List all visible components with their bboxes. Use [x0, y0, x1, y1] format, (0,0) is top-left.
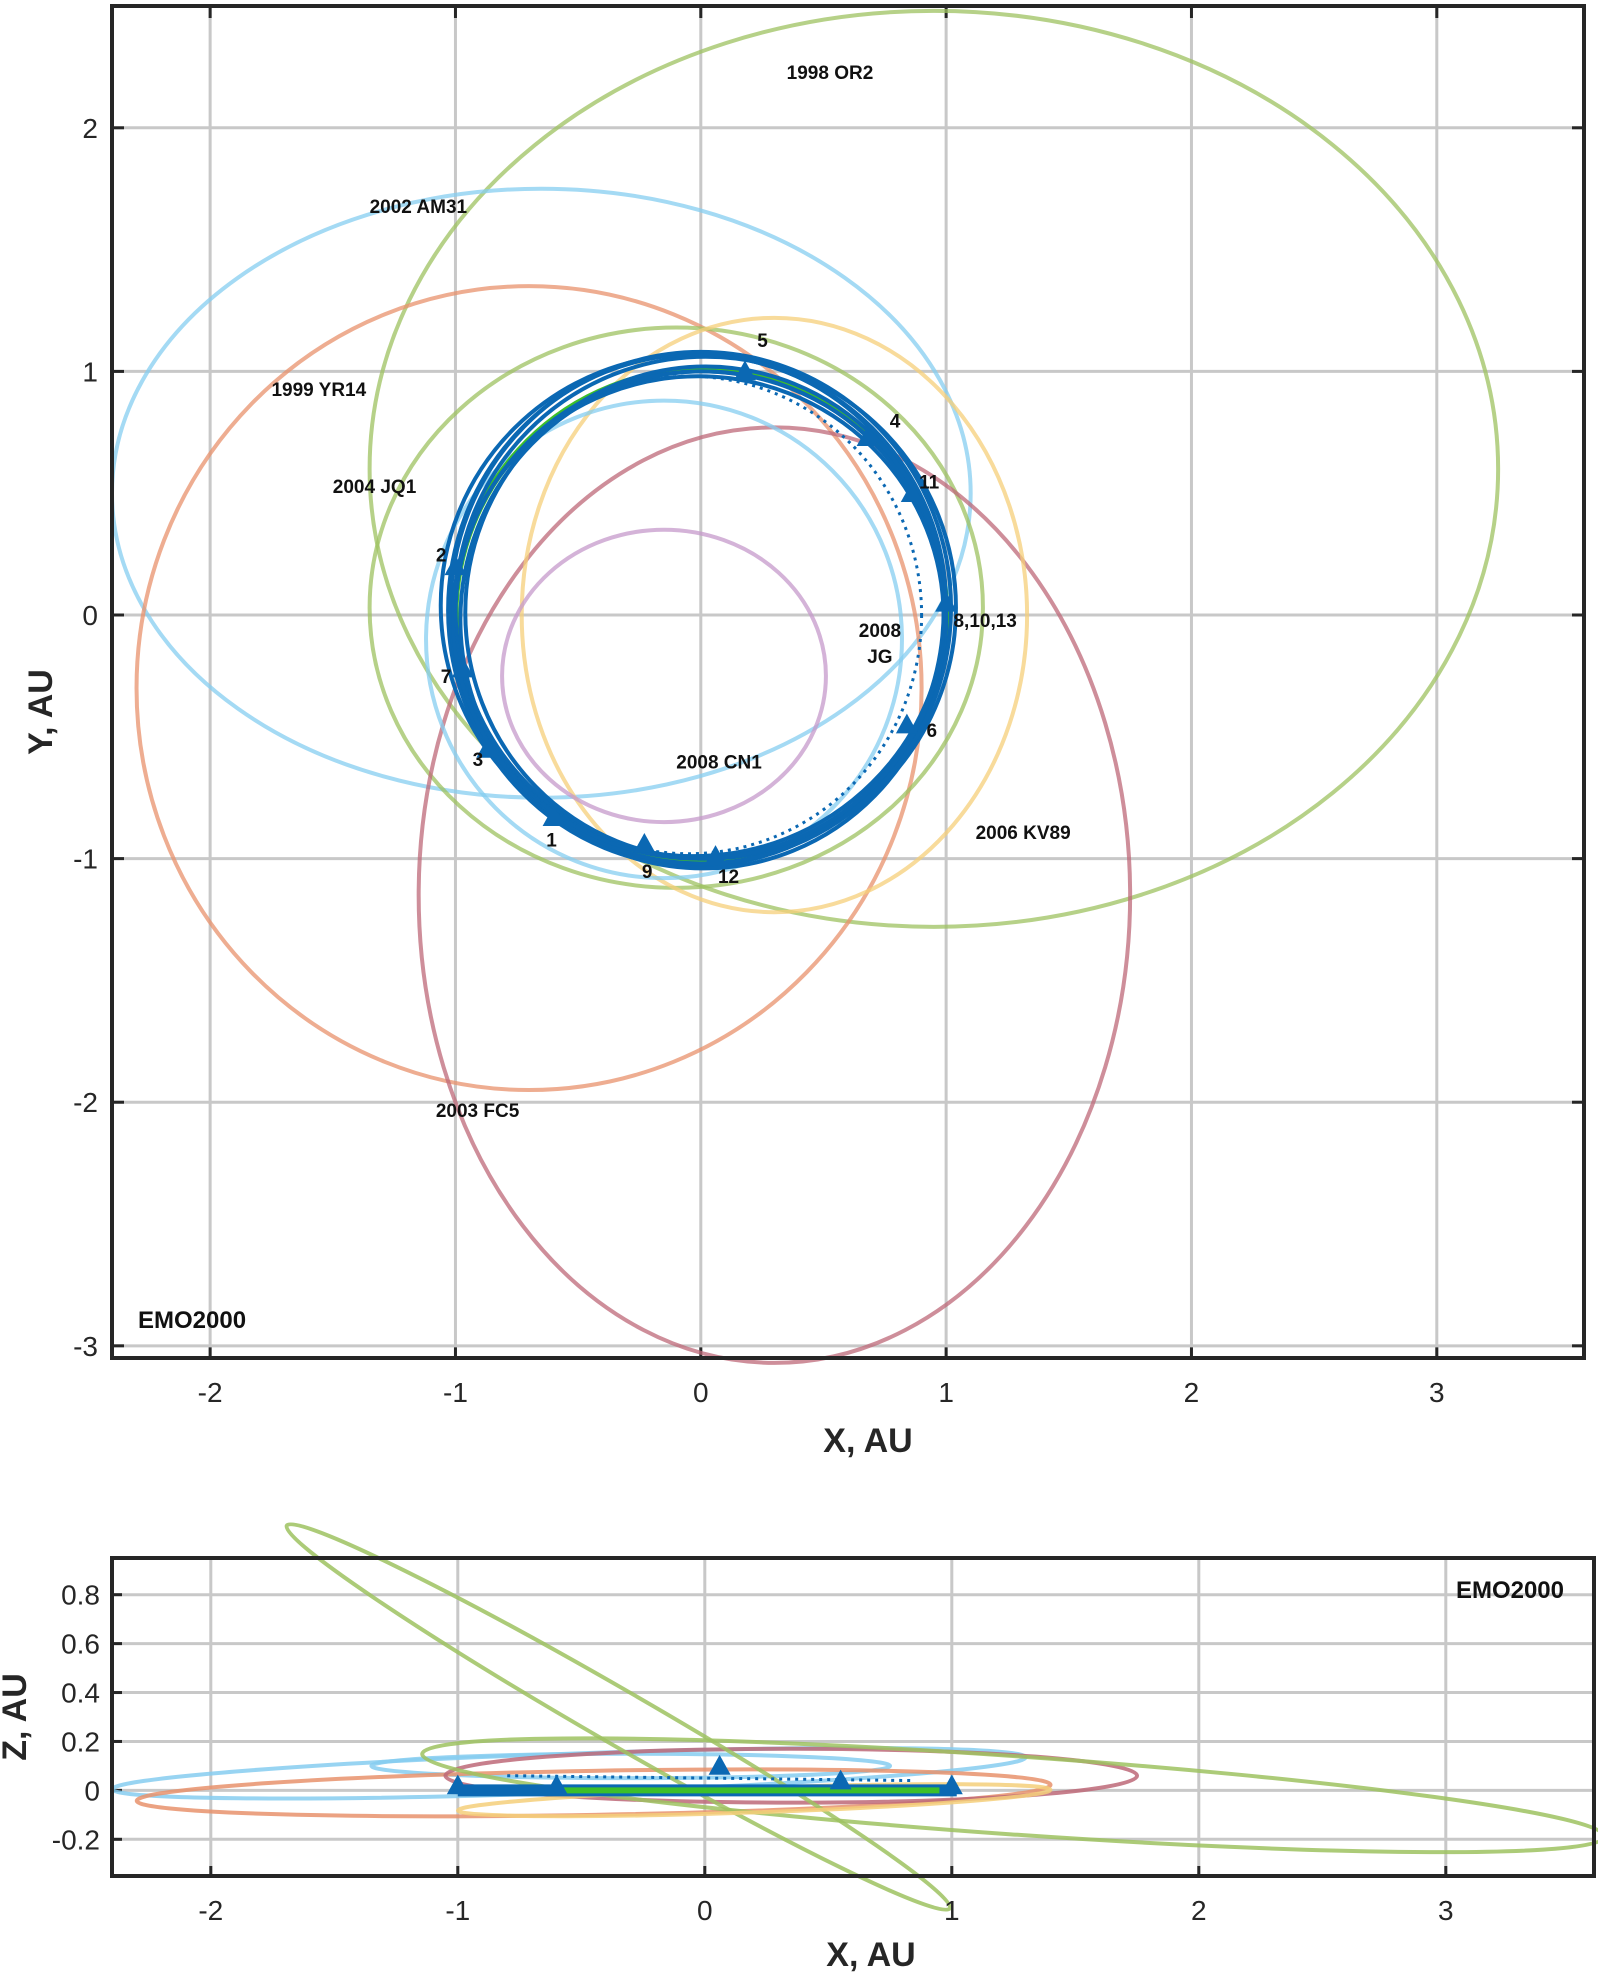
- xy-y-tick-label: 2: [82, 113, 98, 144]
- xy-frame-label: EMO2000: [138, 1307, 246, 1334]
- xz-x-tick-label: -1: [445, 1895, 470, 1926]
- xy-y-tick-label: -2: [73, 1087, 98, 1118]
- maneuver-label: 12: [718, 867, 739, 888]
- xy-y-tick-label: -3: [73, 1331, 98, 1362]
- xy-x-tick-label: 1: [938, 1377, 954, 1408]
- xz-x-tick-label: 0: [697, 1895, 713, 1926]
- maneuver-marker: [476, 737, 499, 758]
- xy-y-axis-label: Y, AU: [22, 669, 60, 755]
- orbit-2002-am31: [109, 186, 973, 800]
- maneuver-label: 2: [436, 545, 447, 566]
- xy-x-tick-label: 0: [693, 1377, 709, 1408]
- trajectory-dotted-arc: [453, 374, 924, 856]
- xy-x-tick-label: -2: [198, 1377, 223, 1408]
- maneuver-marker: [895, 713, 918, 734]
- maneuver-label: 6: [927, 721, 938, 742]
- xy-spacecraft-trajectory: [438, 349, 958, 871]
- maneuver-marker: [542, 806, 565, 826]
- xy-grid: [112, 6, 1584, 1358]
- xz-axes-frame: [110, 1556, 1596, 1878]
- maneuver-marker: [856, 426, 879, 446]
- maneuver-label: 11: [919, 472, 940, 493]
- xz-z-tick-label: 0: [84, 1775, 100, 1806]
- side-maneuver-marker: [829, 1769, 852, 1790]
- orbit-label-2008-cn1: 2008 CN1: [676, 752, 762, 773]
- side-maneuver-marker: [708, 1754, 731, 1775]
- orbit-label-1998-or2: 1998 OR2: [787, 63, 874, 84]
- maneuver-label: 5: [757, 331, 768, 352]
- xy-projection-panel: 1998 OR2 2002 AM31 1999 YR14 2004 JQ1 2003 F…: [22, 4, 1586, 1460]
- xz-grid: [112, 1558, 1594, 1876]
- xz-z-tick-label: 0.4: [61, 1678, 100, 1709]
- maneuver-label: 4: [890, 411, 901, 432]
- orbit-label-2006-kv89: 2006 KV89: [976, 823, 1071, 844]
- xz-x-axis-label: X, AU: [826, 1936, 915, 1974]
- orbit-label-2002-am31: 2002 AM31: [370, 197, 468, 218]
- orbit-label-2008-jg: 2008: [859, 621, 901, 642]
- xy-y-tick-label: -1: [73, 844, 98, 875]
- maneuver-marker: [704, 845, 727, 865]
- xz-x-tick-label: 3: [1438, 1895, 1454, 1926]
- side-maneuver-marker: [940, 1774, 963, 1795]
- xz-tick-labels: -2 -1 0 1 2 3 -0.2 0 0.2 0.4 0.6 0.8: [52, 1580, 1454, 1926]
- maneuver-marker: [935, 591, 958, 612]
- orbit-label-2004-jq1: 2004 JQ1: [333, 477, 417, 498]
- maneuver-label: 7: [441, 667, 452, 688]
- xz-x-tick-label: 2: [1191, 1895, 1207, 1926]
- xy-x-tick-label: -1: [443, 1377, 468, 1408]
- maneuver-label: 8,10,13: [953, 611, 1016, 632]
- orbit-label-1999-yr14: 1999 YR14: [271, 380, 366, 401]
- maneuver-marker: [733, 360, 756, 381]
- side-orbit-2003-fc5: [443, 1746, 1140, 1805]
- side-maneuver-marker: [446, 1774, 469, 1795]
- xz-z-tick-label: 0.2: [61, 1726, 100, 1757]
- xy-x-tick-label: 3: [1429, 1377, 1445, 1408]
- maneuver-label: 9: [642, 862, 653, 883]
- xz-asteroid-orbits: [110, 1522, 1598, 1912]
- xz-frame-label: EMO2000: [1456, 1577, 1564, 1604]
- xz-z-tick-label: -0.2: [52, 1824, 100, 1855]
- maneuver-marker: [451, 657, 474, 678]
- xy-x-axis-label: X, AU: [823, 1422, 912, 1460]
- maneuver-marker: [633, 832, 656, 853]
- orbit-2008-cn1: [500, 527, 828, 825]
- xz-spacecraft-trajectory: [446, 1754, 963, 1797]
- xy-y-tick-label: 1: [82, 356, 98, 387]
- xy-x-tick-label: 2: [1184, 1377, 1200, 1408]
- xz-x-tick-label: -2: [198, 1895, 223, 1926]
- xz-z-tick-label: 0.6: [61, 1629, 100, 1660]
- maneuver-label: 1: [546, 830, 557, 851]
- xy-y-tick-label: 0: [82, 600, 98, 631]
- xy-asteroid-orbits: [109, 8, 1501, 1365]
- maneuver-marker: [444, 555, 467, 576]
- orbit-label-2008-jg: JG: [867, 647, 892, 668]
- orbit-label-2003-fc5: 2003 FC5: [436, 1101, 520, 1122]
- maneuver-marker: [900, 482, 923, 503]
- xz-z-tick-label: 0.8: [61, 1580, 100, 1611]
- side-maneuver-marker: [545, 1774, 568, 1795]
- orbit-1998-or2: [367, 8, 1501, 929]
- xy-axes-frame: [110, 4, 1586, 1360]
- orbit-1999-yr14: [134, 284, 924, 1093]
- side-orbit-1998-or2: [420, 1736, 1598, 1855]
- xz-projection-panel: -2 -1 0 1 2 3-0.200.20.40.60.8 EMO2000 X, AU …: [0, 1522, 1598, 1974]
- xz-x-tick-label: 1: [944, 1895, 960, 1926]
- xz-z-axis-label: Z, AU: [0, 1673, 34, 1761]
- orbit-2008-jg: [424, 398, 904, 881]
- orbit-2006-kv89: [519, 315, 1030, 915]
- xy-annotations: 1998 OR2 2002 AM31 1999 YR14 2004 JQ1 2003 F…: [271, 63, 1070, 1122]
- side-orbit-2004-jq1: [284, 1522, 953, 1912]
- maneuver-label: 3: [473, 750, 484, 771]
